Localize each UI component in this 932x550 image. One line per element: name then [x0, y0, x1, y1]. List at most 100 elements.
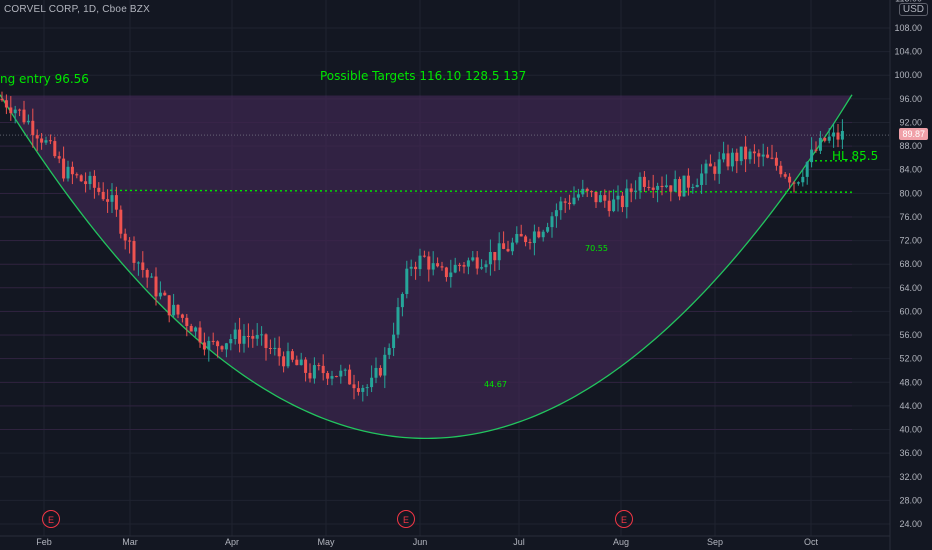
y-tick-label: 108.00 [894, 23, 922, 33]
candle-body [167, 295, 171, 316]
candle-body [35, 135, 39, 139]
candle-body [414, 266, 418, 270]
candle-body [792, 182, 796, 184]
y-tick-label: 32.00 [899, 472, 922, 482]
candle-body [686, 175, 690, 188]
candle-body [717, 159, 721, 174]
candle-body [788, 176, 792, 183]
candle-body [260, 334, 264, 336]
candle-body [189, 325, 193, 332]
candle-body [651, 187, 655, 190]
candle-body [163, 292, 167, 296]
candle-body [510, 242, 514, 252]
candle-body [365, 387, 369, 389]
y-tick-label: 44.00 [899, 401, 922, 411]
candle-body [484, 264, 488, 268]
x-tick-label: Aug [613, 537, 629, 547]
candle-body [4, 100, 8, 108]
candle-body [541, 231, 545, 238]
candle-body [695, 184, 699, 188]
candle-body [224, 343, 228, 350]
candle-body [326, 373, 330, 379]
candle-body [453, 264, 457, 273]
candle-body [497, 243, 501, 261]
candle-body [141, 262, 145, 270]
candle-body [75, 174, 79, 176]
candle-body [18, 109, 22, 111]
y-tick-label: 28.00 [899, 495, 922, 505]
candle-body [31, 120, 35, 136]
candle-body [766, 154, 770, 158]
y-tick-label: 36.00 [899, 448, 922, 458]
candle-body [299, 359, 303, 366]
y-tick-label: 88.00 [899, 141, 922, 151]
candle-body [334, 376, 338, 378]
candle-body [656, 185, 660, 190]
candle-body [238, 329, 242, 344]
x-tick-label: May [317, 537, 335, 547]
x-tick-label: Feb [36, 537, 52, 547]
candle-body [233, 329, 237, 340]
candle-body [475, 257, 479, 269]
candle-body [840, 130, 844, 140]
candle-body [779, 165, 783, 175]
y-tick-label: 64.00 [899, 283, 922, 293]
candle-body [229, 339, 233, 344]
candle-body [97, 187, 101, 192]
candle-body [361, 387, 365, 392]
candle-body [409, 266, 413, 269]
candle-body [88, 175, 92, 185]
candle-body [242, 335, 246, 344]
candle-body [594, 191, 598, 203]
candle-body [581, 188, 585, 195]
earnings-marker-aug[interactable]: E [615, 510, 633, 528]
candle-body [251, 336, 255, 339]
earnings-marker-feb[interactable]: E [42, 510, 60, 528]
candle-body [207, 340, 211, 350]
earnings-marker-jun[interactable]: E [397, 510, 415, 528]
candle-body [216, 341, 220, 347]
candle-body [532, 231, 536, 244]
y-tick-label: 100.00 [894, 70, 922, 80]
candle-body [132, 241, 136, 263]
candle-body [488, 251, 492, 265]
candle-body [400, 293, 404, 308]
candle-body [713, 166, 717, 174]
candle-body [396, 307, 400, 335]
candle-body [836, 132, 840, 140]
candle-body [312, 365, 316, 379]
candle-body [92, 175, 96, 188]
candle-body [576, 194, 580, 198]
candle-body [101, 191, 105, 200]
candle-body [13, 109, 17, 114]
candle-body [295, 359, 299, 366]
y-tick-label: 84.00 [899, 165, 922, 175]
candle-body [268, 347, 272, 350]
candle-body [119, 209, 123, 234]
candle-body [554, 210, 558, 217]
candle-body [805, 162, 809, 177]
candle-body [57, 156, 61, 159]
hl-annotation: HL 85.5 [832, 149, 879, 163]
candle-body [603, 195, 607, 201]
price-axis [890, 0, 932, 550]
candle-body [128, 240, 132, 242]
y-tick-label: 76.00 [899, 212, 922, 222]
x-tick-label: Sep [707, 537, 723, 547]
candle-body [607, 200, 611, 212]
candle-body [66, 166, 70, 179]
candle-body [84, 181, 88, 185]
candle-body [669, 185, 673, 192]
candle-body [471, 257, 475, 261]
candle-body [678, 179, 682, 197]
neckline [109, 189, 856, 193]
currency-badge[interactable]: USD [898, 3, 928, 16]
candle-body [774, 157, 778, 166]
candle-body [704, 163, 708, 174]
candle-body [515, 233, 519, 243]
candle-body [480, 267, 484, 269]
y-tick-label: 72.00 [899, 236, 922, 246]
candle-body [22, 109, 26, 123]
y-tick-label: 68.00 [899, 259, 922, 269]
